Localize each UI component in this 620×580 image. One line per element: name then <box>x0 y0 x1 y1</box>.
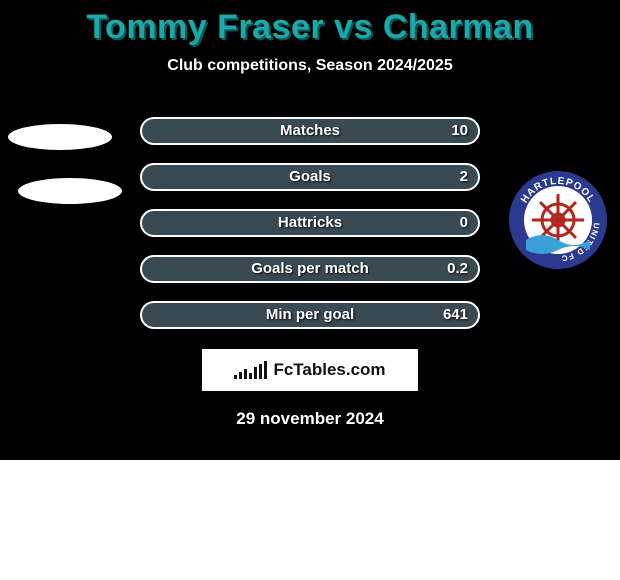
stat-value-right: 2 <box>428 165 468 189</box>
player-left-placeholder-1 <box>8 124 112 150</box>
subtitle: Club competitions, Season 2024/2025 <box>0 57 620 75</box>
bar <box>234 375 237 379</box>
fctables-label: FcTables.com <box>273 360 385 380</box>
bar <box>264 361 267 379</box>
bar <box>254 367 257 379</box>
stat-row: Hattricks0 <box>140 209 480 237</box>
stat-value-right: 0 <box>428 211 468 235</box>
bar-chart-icon <box>234 361 267 379</box>
page-title: Tommy Fraser vs Charman <box>0 0 620 47</box>
stat-row: Goals2 <box>140 163 480 191</box>
comparison-card: Tommy Fraser vs Charman Club competition… <box>0 0 620 460</box>
bar <box>249 373 252 379</box>
fctables-attribution[interactable]: FcTables.com <box>202 349 418 391</box>
stat-row: Goals per match0.2 <box>140 255 480 283</box>
player-left-placeholder-2 <box>18 178 122 204</box>
stat-value-right: 10 <box>428 119 468 143</box>
stat-value-right: 641 <box>428 303 468 327</box>
bar <box>259 364 262 379</box>
bar <box>244 369 247 379</box>
bar <box>239 372 242 379</box>
footer-date: 29 november 2024 <box>0 409 620 429</box>
stat-value-right: 0.2 <box>428 257 468 281</box>
hartlepool-united-badge-icon: HARTLEPOOL UNITED FC <box>508 170 608 270</box>
stat-row: Min per goal641 <box>140 301 480 329</box>
stat-row: Matches10 <box>140 117 480 145</box>
